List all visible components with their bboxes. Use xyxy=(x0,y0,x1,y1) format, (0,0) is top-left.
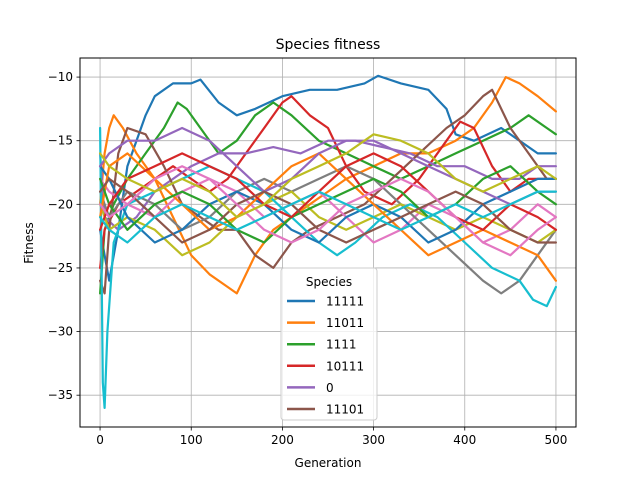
x-tick-label: 300 xyxy=(362,433,385,447)
series-line-unnamed-17 xyxy=(99,133,557,219)
y-axis-label: Fitness xyxy=(22,222,36,264)
plot-frame xyxy=(79,57,577,428)
legend-label-1111: 1111 xyxy=(326,338,357,352)
series-line-0 xyxy=(99,139,557,231)
x-tick-label: 0 xyxy=(96,433,104,447)
legend-label-10111: 10111 xyxy=(326,359,364,373)
series-line-11111 xyxy=(99,74,557,282)
legend: Species 11111 11011 1111 10111 0 11101 xyxy=(280,267,378,421)
y-tick-label: −35 xyxy=(48,388,73,402)
legend-label-11011: 11011 xyxy=(326,316,364,330)
legend-label-11111: 11111 xyxy=(326,295,364,309)
y-tick-label: −20 xyxy=(48,197,73,211)
x-axis-label: Generation xyxy=(295,456,362,470)
y-tick-label: −10 xyxy=(48,70,73,84)
x-tick-label: 100 xyxy=(180,433,203,447)
series-line-unnamed-12 xyxy=(99,165,557,244)
series-line-unnamed-18 xyxy=(99,190,557,244)
series-line-1111 xyxy=(99,101,557,295)
series-line-unnamed-9 xyxy=(99,126,557,409)
axis-ticks: 0 100 200 300 400 500 −35 −30 −25 −20 −15 −10 xyxy=(48,70,568,447)
x-tick-label: 500 xyxy=(544,433,567,447)
y-tick-label: −30 xyxy=(48,325,73,339)
x-tick-label: 400 xyxy=(453,433,476,447)
y-tick-label: −15 xyxy=(48,134,73,148)
legend-label-11101: 11101 xyxy=(326,403,364,417)
series-line-unnamed-7 xyxy=(99,165,557,295)
series-group xyxy=(99,74,557,409)
legend-title: Species xyxy=(306,275,352,289)
y-tick-label: −25 xyxy=(48,261,73,275)
chart-title: Species fitness xyxy=(276,37,381,53)
legend-box xyxy=(280,267,378,421)
x-tick-label: 200 xyxy=(271,433,294,447)
legend-label-0: 0 xyxy=(326,381,334,395)
series-line-unnamed-16 xyxy=(99,165,557,257)
